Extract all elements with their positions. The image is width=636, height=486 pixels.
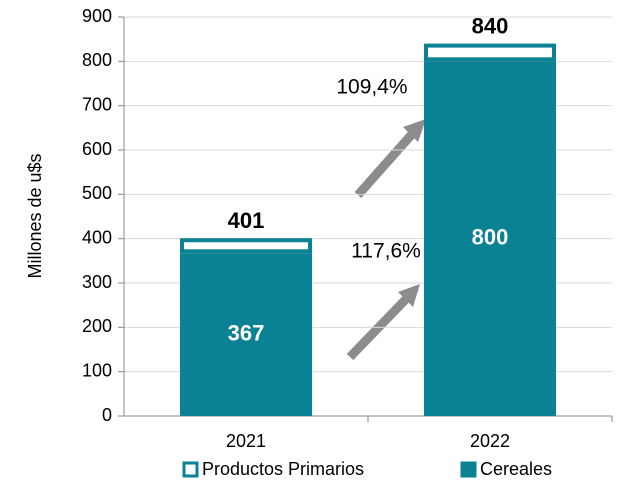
y-tick-label: 300 [82,272,112,292]
y-tick-label: 100 [82,360,112,380]
bar-value-label: 800 [472,224,509,249]
y-tick-label: 600 [82,139,112,159]
x-tick-label: 2022 [470,431,510,451]
legend-label: Cereales [480,459,552,479]
arrow [354,130,417,198]
y-tick-label: 200 [82,316,112,336]
growth-annotation: 117,6% [351,240,421,263]
y-tick-label: 800 [82,50,112,70]
y-axis-label: Millones de u$s [25,153,45,278]
bar-segment [180,253,312,416]
y-tick-label: 700 [82,94,112,114]
arrow-head [403,119,426,142]
y-tick-label: 400 [82,227,112,247]
bar-value-label: 367 [228,320,265,345]
bar-segment [424,61,556,416]
total-label: 401 [228,208,265,233]
y-tick-label: 500 [82,183,112,203]
total-label: 840 [472,13,509,38]
bar-segment [180,238,312,254]
legend-label: Productos Primarios [202,459,364,479]
y-tick-label: 0 [102,405,112,425]
bar-segment [424,43,556,62]
y-tick-label: 900 [82,6,112,26]
growth-arrows [346,119,426,361]
legend-swatch [182,461,199,478]
arrow-head [398,284,420,307]
legend-swatch [460,461,477,478]
growth-annotation: 109,4% [336,76,407,99]
x-tick-label: 2021 [226,431,266,451]
